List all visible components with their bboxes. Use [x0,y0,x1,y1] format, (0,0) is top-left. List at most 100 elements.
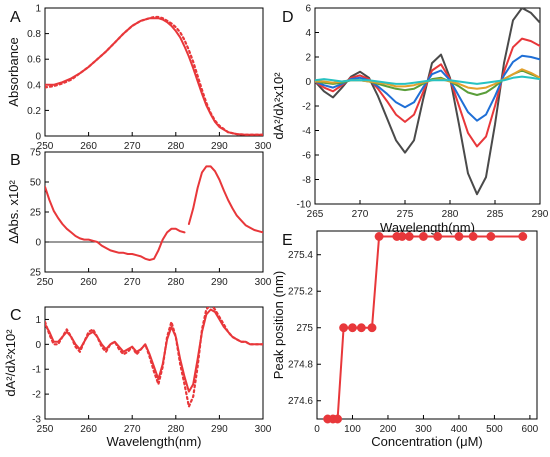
data-point [404,232,414,241]
panel-e: 0 100 200 300 400 500 600 274.6 274.8 275 275.2 275… [271,230,539,449]
series-line-solid [45,17,263,136]
x-tick-label: 275 [397,209,414,220]
plot-area [45,15,263,136]
data-point [433,232,443,241]
y-tick-label: 0 [35,132,41,143]
x-tick-label: 250 [37,141,54,152]
x-tick-label: 290 [211,141,228,152]
y-tick-label: 1 [35,315,41,326]
x-tick-label: 260 [80,141,97,152]
y-tick-label: 0.6 [27,55,41,66]
x-tick-label: 290 [211,424,228,435]
y-tick-label: -3 [32,415,41,426]
y-tick-label: 25 [30,208,42,219]
panel-letter: E [282,232,293,249]
x-tick-label: 0 [314,424,320,435]
y-tick-label: 275.2 [288,287,313,298]
plot-frame [44,306,264,420]
plot-frame [44,151,264,273]
y-tick-label: 4 [305,28,311,39]
x-tick-label: 265 [307,209,324,220]
y-axis-title: dA²/dλ²x10² [3,329,18,397]
y-tick-label: 0 [305,77,311,88]
data-point [486,232,496,241]
data-point [367,323,377,333]
x-tick-label: 300 [255,141,272,152]
y-tick-label: -2 [32,390,41,401]
x-tick-label: 280 [167,141,184,152]
y-axis-title: dA²/dλ²x10² [271,72,286,140]
x-tick-label: 300 [415,424,432,435]
y-tick-label: 6 [305,4,311,15]
panel-letter: C [10,307,22,324]
y-axis-title: Peak position (nm) [271,271,286,379]
data-point [333,414,343,424]
data-point [468,232,478,241]
y-tick-label: -4 [302,126,311,137]
y-tick-label: 274.6 [288,396,313,407]
data-point [374,232,384,241]
y-tick-label: 2 [305,53,311,64]
series-line-dotted [45,15,263,136]
x-tick-label: 250 [37,424,54,435]
x-tick-label: 500 [486,424,503,435]
data-point [419,232,428,241]
x-tick-label: 200 [380,424,397,435]
x-tick-label: 600 [522,424,539,435]
plot-area [45,165,263,261]
data-point [348,323,357,333]
y-tick-label: 0.8 [27,29,41,40]
x-tick-label: 290 [532,209,549,220]
panel-letter: A [10,9,21,26]
y-axis-title: Absorbance [6,37,21,106]
panel-letter: D [282,9,294,26]
x-tick-label: 270 [352,209,369,220]
plot-frame [314,7,541,205]
y-tick-label: 274.8 [288,360,313,371]
y-tick-label: 1 [35,4,41,15]
data-point [356,323,366,333]
y-tick-label: 0.2 [27,106,41,117]
panel-a: 250 260 270 280 290 300 0 0.2 0.4 0.6 0.8 1 A Absorba… [6,4,272,153]
x-tick-label: 280 [442,209,459,220]
series-line-solid [45,185,186,261]
x-tick-label: 280 [167,277,184,288]
series-line-dark [315,8,540,196]
y-tick-label: 0.4 [27,80,41,91]
series-line-dotted [45,307,263,408]
y-axis-title: ΔAbs. x10² [6,180,21,244]
plot-area [315,8,540,196]
panel-letter: B [10,152,21,169]
x-tick-label: 270 [124,277,141,288]
x-tick-label: 285 [487,209,504,220]
plot-frame [44,7,264,137]
x-axis-title: Wavelength(nm) [107,434,202,449]
data-point [454,232,464,241]
x-tick-label: 100 [344,424,361,435]
y-tick-label: 0 [35,340,41,351]
x-tick-label: 260 [80,277,97,288]
x-tick-label: 270 [124,141,141,152]
y-tick-label: -1 [32,365,41,376]
y-tick-label: 275.4 [288,250,313,261]
panel-d: 265 270 275 280 285 290 -10 -8 -6 -4 -2 0 2 4 6DdA²/dλ… [271,4,549,236]
x-tick-label: 300 [255,424,272,435]
x-tick-label: 260 [80,424,97,435]
plot-frame [316,230,538,420]
series-line-cyan [315,75,540,85]
x-tick-label: 290 [211,277,228,288]
series-line-solid [187,165,263,234]
x-tick-label: 300 [255,277,272,288]
data-point [518,232,528,241]
x-tick-label: 400 [451,424,468,435]
y-tick-label: 75 [30,148,42,159]
y-tick-label: -8 [302,175,311,186]
x-tick-label: 270 [124,424,141,435]
y-tick-label: 275 [296,323,313,334]
y-tick-label: -2 [302,102,311,113]
x-tick-label: 280 [167,424,184,435]
y-tick-label: 0 [35,238,41,249]
